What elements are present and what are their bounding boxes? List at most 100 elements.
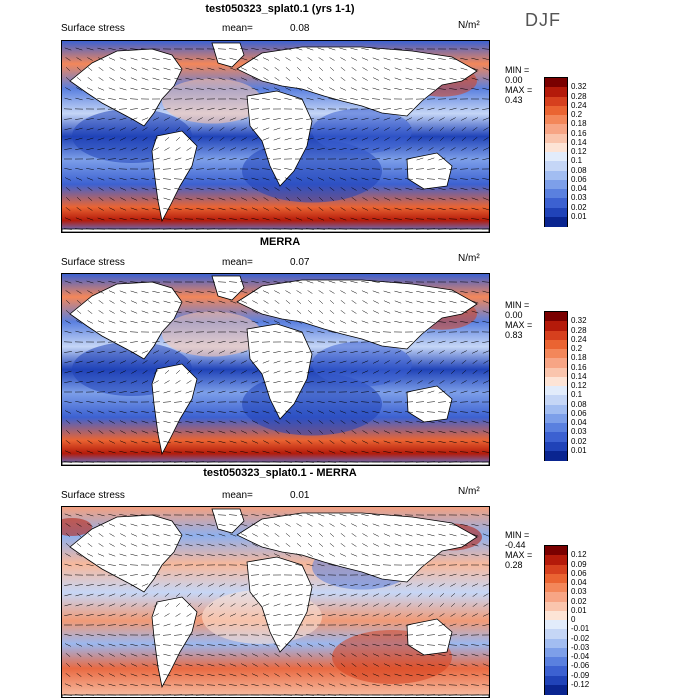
panel-1-map — [61, 40, 490, 233]
panel-3-min-value: -0.44 — [505, 540, 526, 550]
colorbar-segment — [545, 115, 567, 125]
panel-2-max-label: MAX = — [505, 320, 533, 330]
colorbar-tick-label: 0.06 — [571, 408, 587, 418]
colorbar-segment — [545, 647, 567, 658]
colorbar-tick-label: 0.24 — [571, 100, 587, 110]
colorbar-segment — [545, 358, 567, 368]
colorbar-segment — [545, 423, 567, 433]
panel-1-max-value: 0.43 — [505, 95, 523, 105]
colorbar-segment — [545, 96, 567, 107]
panel-3-mean-value: 0.01 — [290, 490, 310, 501]
panel-1-units: N/m² — [458, 20, 480, 31]
map-field — [62, 507, 489, 697]
colorbar-tick-label: 0 — [571, 615, 576, 624]
panel-1-colorbar: 0.32 0.28 0.24 0.2 0.18 0.16 0.14 0.12 0.1 0.08 0.… — [544, 77, 587, 227]
colorbar-segment — [545, 78, 567, 88]
colorbar-tick-label: 0.02 — [571, 202, 587, 212]
colorbar-segment — [545, 142, 567, 153]
panel-3-field-label: Surface stress — [61, 490, 125, 501]
colorbar-segment — [545, 349, 567, 359]
colorbar-tick-label: 0.24 — [571, 334, 587, 344]
colorbar-tick-label: 0.04 — [571, 184, 587, 193]
colorbar-segment — [545, 198, 567, 208]
panel-2-mean-label: mean= — [222, 257, 253, 268]
colorbar-tick-label: 0.03 — [571, 193, 587, 203]
colorbar-tick-label: -0.09 — [571, 670, 590, 680]
colorbar-tick-label: 0.01 — [571, 445, 587, 455]
season-label: DJF — [525, 10, 561, 30]
colorbar-tick-label: 0.14 — [571, 371, 587, 381]
colorbar-tick-label: 0.08 — [571, 165, 587, 175]
colorbar-tick-label: 0.18 — [571, 353, 587, 363]
colorbar-segment — [545, 395, 567, 405]
panel-1-min-label: MIN = — [505, 65, 530, 75]
colorbar-segment — [545, 583, 567, 593]
panel-2-colorbar: 0.32 0.28 0.24 0.2 0.18 0.16 0.14 0.12 0.1 0.08 0.… — [544, 311, 587, 461]
colorbar-tick-label: -0.12 — [571, 679, 590, 689]
colorbar-segment — [545, 610, 567, 621]
panel-3-colorbar: 0.12 0.09 0.06 0.04 0.03 0.02 0.01 0 -0.01 -0.02-… — [544, 545, 589, 695]
panel-3-minmax: MIN = -0.44 MAX = 0.28 — [500, 520, 532, 570]
colorbar-segment — [545, 441, 567, 452]
panel-1-title: test050323_splat0.1 (yrs 1-1) — [205, 3, 355, 15]
colorbar-tick-label: 0.2 — [571, 344, 583, 353]
colorbar-segment — [545, 555, 567, 565]
panel-1-mean-value: 0.08 — [290, 23, 310, 34]
colorbar-segment — [545, 152, 567, 162]
colorbar-segment — [545, 133, 567, 144]
colorbar-segment — [545, 312, 567, 322]
map-field — [62, 274, 489, 465]
colorbar-tick-label: 0.06 — [571, 174, 587, 184]
panel-3-max-label: MAX = — [505, 550, 533, 560]
colorbar-segment — [545, 404, 567, 415]
colorbar-segment — [545, 179, 567, 190]
colorbar-segment — [545, 684, 567, 695]
colorbar-tick-label: 0.16 — [571, 128, 587, 138]
map-field — [62, 41, 489, 232]
colorbar-segment — [545, 170, 567, 181]
colorbar-tick-label: -0.06 — [571, 661, 590, 671]
panel-2-map — [61, 273, 490, 466]
panel-3-units: N/m² — [458, 486, 480, 497]
panel-3-mean-label: mean= — [222, 490, 253, 501]
colorbar-tick-label: 0.12 — [571, 147, 587, 156]
colorbar-segment — [545, 386, 567, 396]
colorbar-tick-label: 0.18 — [571, 119, 587, 129]
colorbar-tick-label: -0.03 — [571, 642, 590, 652]
colorbar-tick-label: 0.04 — [571, 578, 587, 587]
panel-2-min-label: MIN = — [505, 300, 530, 310]
panel-2-minmax: MIN = 0.00 MAX = 0.83 — [500, 290, 532, 340]
colorbar-segment — [545, 189, 567, 199]
panel-1-max-label: MAX = — [505, 85, 533, 95]
colorbar-segment — [545, 367, 567, 378]
panel-2-min-value: 0.00 — [505, 310, 523, 320]
colorbar-segment — [545, 413, 567, 424]
panel-1-field-label: Surface stress — [61, 23, 125, 34]
colorbar-tick-label: 0.09 — [571, 559, 587, 569]
colorbar-segment — [545, 666, 567, 676]
colorbar-segment — [545, 432, 567, 442]
colorbar-tick-label: 0.08 — [571, 399, 587, 409]
colorbar-segment — [545, 657, 567, 667]
colorbar-tick-label: -0.02 — [571, 633, 590, 643]
colorbar-segment — [545, 124, 567, 134]
panel-1-min-value: 0.00 — [505, 75, 523, 85]
colorbar-tick-label: 0.03 — [571, 587, 587, 597]
colorbar-segment — [545, 620, 567, 630]
colorbar-tick-label: 0.14 — [571, 137, 587, 147]
colorbar-tick-label: 0.1 — [571, 156, 583, 166]
colorbar-tick-label: 0.16 — [571, 362, 587, 372]
panel-2-max-value: 0.83 — [505, 330, 523, 340]
colorbar-tick-label: 0.03 — [571, 427, 587, 437]
colorbar-segment — [545, 638, 567, 649]
colorbar-tick-label: 0.01 — [571, 605, 587, 615]
colorbar-segment — [545, 330, 567, 341]
colorbar-segment — [545, 339, 567, 350]
colorbar-tick-label: 0.32 — [571, 316, 587, 326]
colorbar-tick-label: -0.04 — [571, 652, 590, 661]
colorbar-tick-label: 0.06 — [571, 568, 587, 578]
panel-3-max-value: 0.28 — [505, 560, 523, 570]
colorbar-tick-label: 0.32 — [571, 82, 587, 92]
colorbar-tick-label: 0.12 — [571, 550, 587, 560]
colorbar-tick-label: 0.28 — [571, 325, 587, 335]
